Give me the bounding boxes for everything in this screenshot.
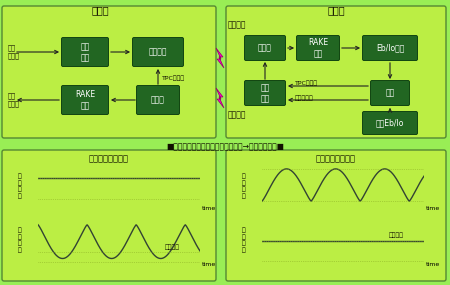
Text: 受
信
電
力: 受 信 電 力 — [242, 227, 246, 253]
Text: 電力倍増: 電力倍増 — [149, 48, 167, 56]
Text: 基地局: 基地局 — [327, 5, 345, 15]
Text: Eb/Io測定: Eb/Io測定 — [376, 44, 404, 52]
Text: RAKE
復調: RAKE 復調 — [308, 38, 328, 58]
Text: 拡散
変調: 拡散 変調 — [261, 83, 270, 103]
Text: time: time — [426, 206, 440, 211]
Text: 拡散
変調: 拡散 変調 — [81, 42, 90, 62]
Text: 移動局: 移動局 — [91, 5, 109, 15]
FancyBboxPatch shape — [136, 86, 180, 115]
Text: 受
信
電
力: 受 信 電 力 — [18, 227, 22, 253]
Text: 所要品質: 所要品質 — [164, 245, 180, 250]
Text: データ: データ — [8, 53, 20, 59]
FancyBboxPatch shape — [2, 150, 216, 281]
Polygon shape — [216, 48, 224, 68]
FancyBboxPatch shape — [244, 80, 285, 105]
Text: 送信: 送信 — [8, 45, 16, 51]
Text: 送信データ: 送信データ — [295, 95, 314, 101]
Text: データ: データ — [8, 101, 20, 107]
Text: 逆拡散: 逆拡散 — [151, 95, 165, 105]
Polygon shape — [216, 88, 224, 108]
Text: 逆拡散: 逆拡散 — [258, 44, 272, 52]
Text: ■瞬時変動に追従する送信電力制御→ミニマム電力■: ■瞬時変動に追従する送信電力制御→ミニマム電力■ — [166, 142, 284, 151]
Text: 送
信
電
力: 送 信 電 力 — [18, 174, 22, 199]
Text: time: time — [202, 262, 216, 268]
Text: TPCビット: TPCビット — [295, 80, 318, 86]
FancyBboxPatch shape — [2, 6, 216, 138]
Text: 受信: 受信 — [8, 93, 16, 99]
Text: 目標Eb/Io: 目標Eb/Io — [376, 119, 404, 127]
FancyBboxPatch shape — [297, 36, 339, 60]
FancyBboxPatch shape — [226, 6, 446, 138]
Text: 上り回線: 上り回線 — [228, 20, 247, 29]
FancyBboxPatch shape — [226, 150, 446, 281]
FancyBboxPatch shape — [62, 38, 108, 66]
FancyBboxPatch shape — [370, 80, 410, 105]
Text: time: time — [426, 262, 440, 268]
Text: 送信電力制御有り: 送信電力制御有り — [316, 154, 356, 163]
Text: 下り回線: 下り回線 — [228, 110, 247, 119]
Text: 送
信
電
力: 送 信 電 力 — [242, 174, 246, 199]
FancyBboxPatch shape — [363, 36, 418, 60]
Text: 送信電力制御無し: 送信電力制御無し — [89, 154, 129, 163]
FancyBboxPatch shape — [62, 86, 108, 115]
FancyBboxPatch shape — [132, 38, 184, 66]
Text: 比較: 比較 — [385, 89, 395, 97]
Text: 所要品質: 所要品質 — [388, 232, 403, 238]
Text: RAKE
復調: RAKE 復調 — [75, 90, 95, 110]
FancyBboxPatch shape — [244, 36, 285, 60]
Text: time: time — [202, 206, 216, 211]
Text: TPCビット: TPCビット — [162, 75, 185, 81]
FancyBboxPatch shape — [363, 111, 418, 135]
